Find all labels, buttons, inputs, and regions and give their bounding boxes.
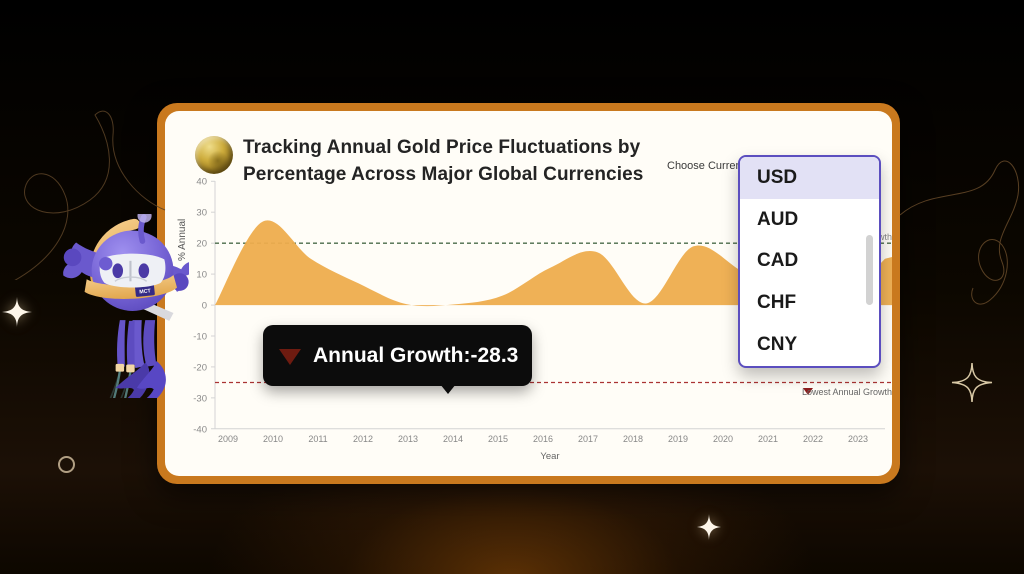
svg-text:2020: 2020	[713, 434, 733, 444]
svg-text:Year: Year	[540, 451, 559, 462]
svg-text:2021: 2021	[758, 434, 778, 444]
svg-text:2015: 2015	[488, 434, 508, 444]
svg-text:2016: 2016	[533, 434, 553, 444]
svg-text:2017: 2017	[578, 434, 598, 444]
svg-text:-10: -10	[193, 332, 207, 343]
svg-text:2022: 2022	[803, 434, 823, 444]
svg-text:-20: -20	[193, 363, 207, 374]
svg-text:0: 0	[202, 301, 207, 312]
svg-text:-40: -40	[193, 425, 207, 436]
svg-text:2018: 2018	[623, 434, 643, 444]
svg-text:2014: 2014	[443, 434, 463, 444]
svg-text:2013: 2013	[398, 434, 418, 444]
svg-text:MCT: MCT	[139, 288, 152, 295]
svg-text:2009: 2009	[218, 434, 238, 444]
svg-text:2012: 2012	[353, 434, 373, 444]
svg-text:2019: 2019	[668, 434, 688, 444]
svg-text:2011: 2011	[308, 434, 327, 444]
svg-text:-30: -30	[193, 394, 207, 405]
svg-text:2010: 2010	[263, 434, 283, 444]
